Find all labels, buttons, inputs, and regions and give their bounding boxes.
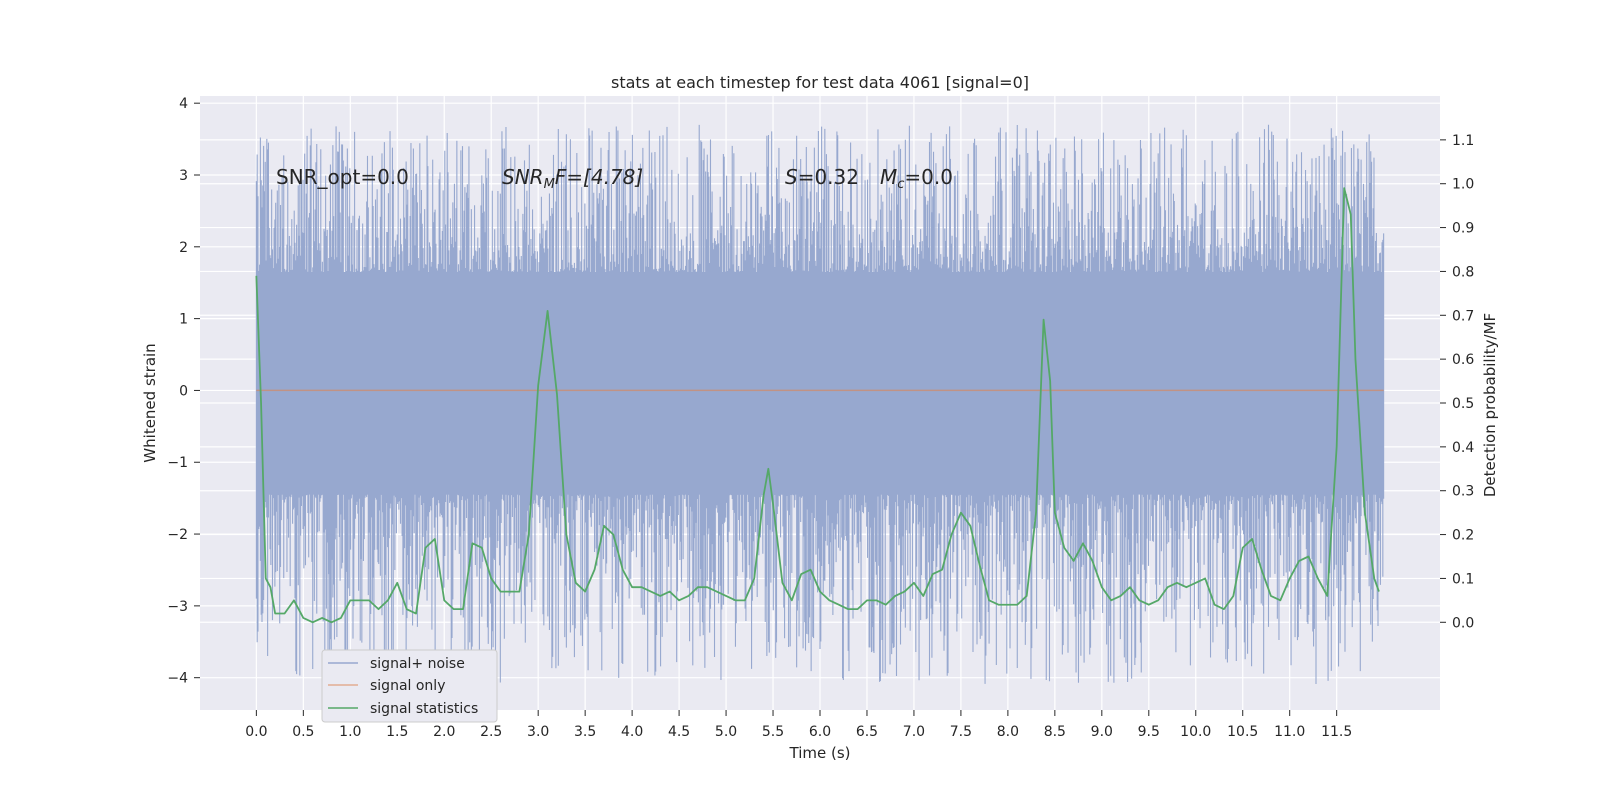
y-tick-label: −1 (167, 455, 188, 471)
x-tick-label: 2.0 (433, 724, 455, 740)
x-axis-label: Time (s) (789, 744, 851, 762)
right-y-tick-label: 0.9 (1452, 221, 1474, 237)
right-y-tick-label: 1.0 (1452, 177, 1474, 193)
x-tick-labels: 0.0 0.5 1.0 1.5 2.0 2.5 3.0 3.5 4.0 4.5 5.0 5.5 6.0 6… (245, 710, 1352, 740)
legend-box (321, 649, 498, 723)
mc-rest: =0.0 (904, 165, 953, 189)
x-tick-label: 5.5 (762, 724, 784, 740)
legend: signal+ noise signal only signal statist… (321, 649, 498, 723)
right-y-tick-label: 0.4 (1452, 440, 1474, 456)
x-tick-label: 11.5 (1321, 724, 1352, 740)
y-tick-label: 3 (179, 168, 188, 184)
s-rest: =0.32 (798, 165, 859, 189)
x-tick-label: 11.0 (1274, 724, 1305, 740)
signal-statistics-line (255, 187, 1380, 624)
y-tick-label: 4 (179, 96, 188, 112)
annotation-snr-mf: SNRMF=[4.78] (502, 165, 643, 192)
mc-main: M (880, 165, 897, 189)
s-main: S (785, 165, 798, 189)
x-tick-label: 10.5 (1227, 724, 1258, 740)
line-series (255, 187, 1384, 624)
x-tick-label: 9.5 (1138, 724, 1160, 740)
x-tick-label: 0.0 (245, 724, 267, 740)
right-y-axis-label: Detection probability/MF (1481, 313, 1499, 497)
y-axis-label: Whitened strain (141, 343, 159, 462)
right-y-tick-label: 0.6 (1452, 352, 1474, 368)
x-tick-label: 9.0 (1091, 724, 1113, 740)
right-y-tick-label: 0.3 (1452, 484, 1474, 500)
annotation-s: S=0.32 (785, 165, 859, 189)
right-y-tick-label: 1.1 (1452, 133, 1474, 149)
chart-title: stats at each timestep for test data 406… (611, 73, 1029, 92)
x-tick-label: 3.0 (527, 724, 549, 740)
x-tick-label: 10.0 (1180, 724, 1211, 740)
x-tick-label: 7.0 (903, 724, 925, 740)
x-tick-label: 6.0 (809, 724, 831, 740)
x-tick-label: 4.0 (621, 724, 643, 740)
x-tick-label: 0.5 (292, 724, 314, 740)
right-y-tick-label: 0.7 (1452, 308, 1474, 324)
right-y-tick-label: 0.1 (1452, 571, 1474, 587)
x-tick-label: 2.5 (480, 724, 502, 740)
right-y-tick-labels: 1.1 1.0 0.9 0.8 0.7 0.6 0.5 0.4 0.3 0.2 0.1 0.0 (1440, 133, 1474, 631)
right-y-tick-label: 0.8 (1452, 264, 1474, 280)
y-tick-label: 1 (179, 312, 188, 328)
snr-mf-subscript: M (544, 177, 555, 192)
mc-subscript: c (897, 177, 904, 192)
x-tick-label: 1.0 (339, 724, 361, 740)
right-y-tick-label: 0.5 (1452, 396, 1474, 412)
noise-series (255, 124, 1385, 684)
annotation-snr-opt: SNR_opt=0.0 (276, 165, 409, 189)
x-tick-label: 7.5 (950, 724, 972, 740)
legend-label-signal-only: signal only (370, 678, 445, 694)
x-tick-label: 5.0 (715, 724, 737, 740)
right-y-tick-label: 0.2 (1452, 528, 1474, 544)
y-tick-label: −3 (167, 599, 188, 615)
x-tick-label: 6.5 (856, 724, 878, 740)
y-tick-label: −4 (167, 671, 188, 687)
snr-mf-main: SNR (502, 165, 544, 189)
x-tick-label: 1.5 (386, 724, 408, 740)
legend-label-signal-statistics: signal statistics (370, 701, 478, 717)
annotation-mc: Mc=0.0 (880, 165, 953, 192)
y-tick-label: 2 (179, 240, 188, 256)
snr-mf-rest: F=[4.78] (555, 165, 643, 189)
legend-label-signal-noise: signal+ noise (370, 656, 465, 672)
x-tick-label: 3.5 (574, 724, 596, 740)
y-tick-labels: 4 3 2 1 0 −1 −2 −3 −4 (167, 96, 200, 687)
x-tick-label: 8.5 (1044, 724, 1066, 740)
x-tick-label: 8.0 (997, 724, 1019, 740)
y-tick-label: −2 (167, 527, 188, 543)
y-tick-label: 0 (179, 383, 188, 399)
x-tick-label: 4.5 (668, 724, 690, 740)
right-y-tick-label: 0.0 (1452, 615, 1474, 631)
